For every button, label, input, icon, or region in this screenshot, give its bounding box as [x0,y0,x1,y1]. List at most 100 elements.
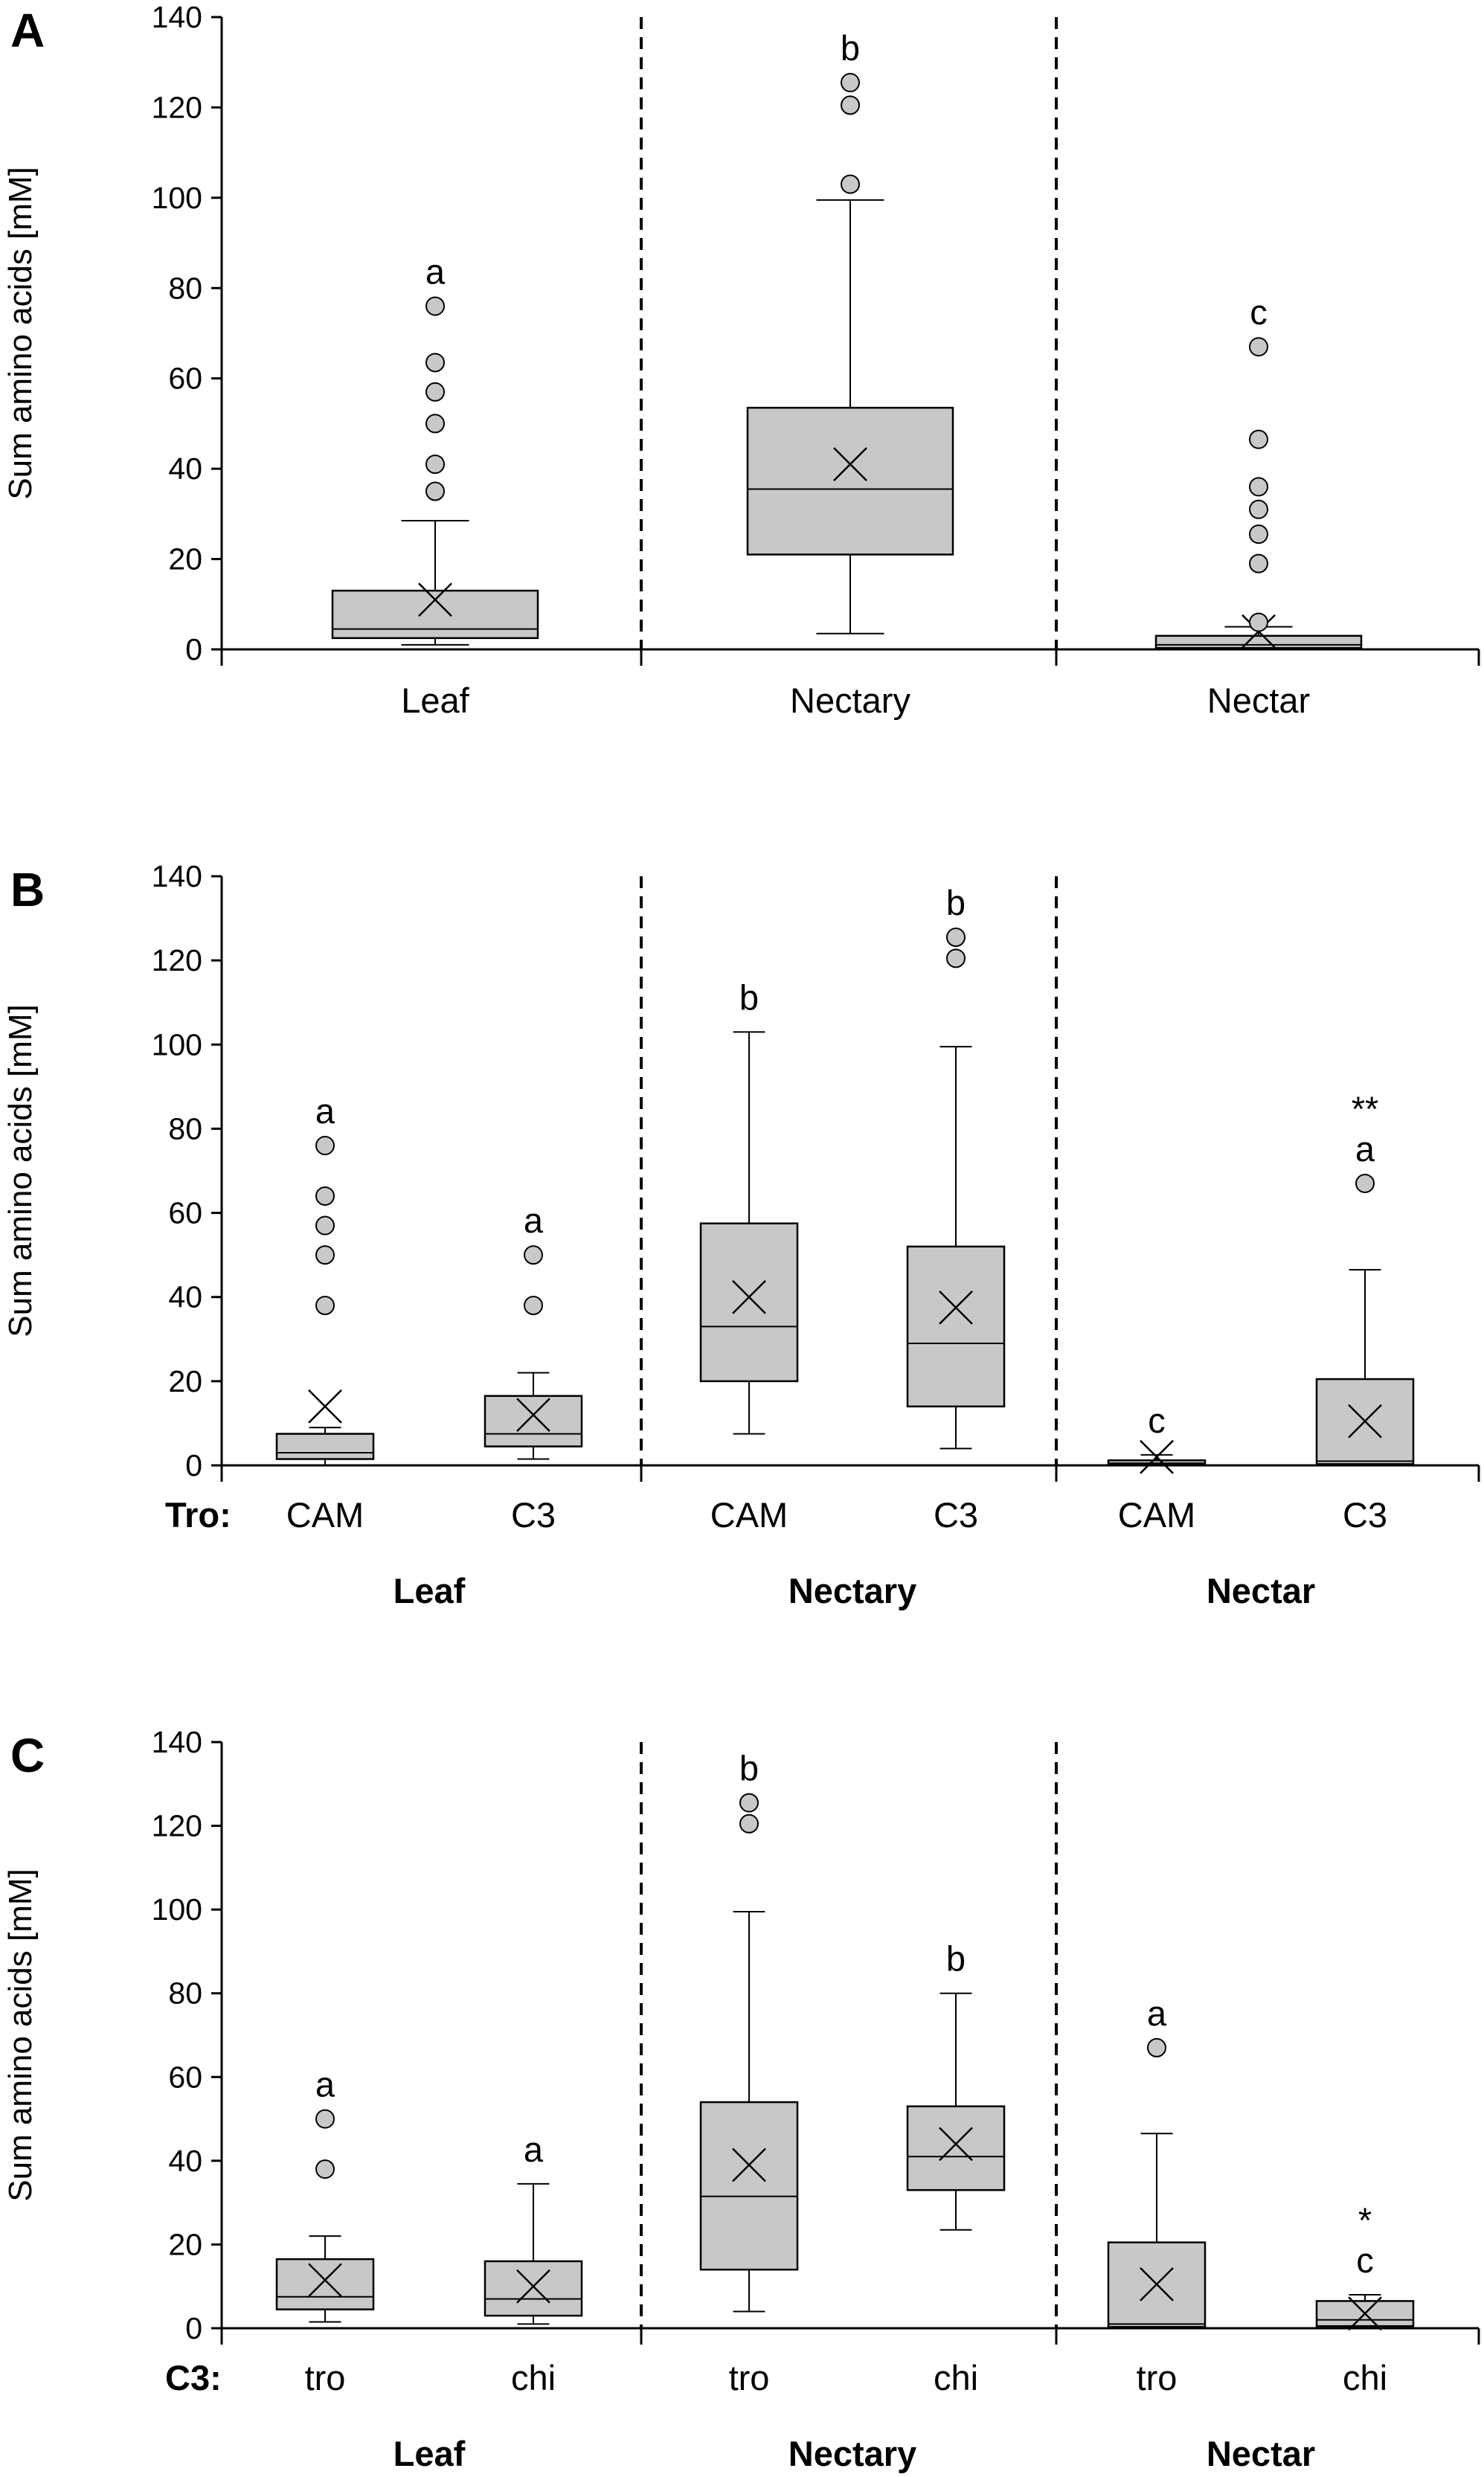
y-tick-label: 100 [152,1892,202,1927]
mean-marker [516,1398,550,1432]
y-tick-label: 80 [168,1111,202,1146]
outlier-point [315,2109,335,2129]
significance-label: * [1358,2200,1372,2240]
mean-marker [1140,1439,1174,1474]
category-label: chi [1343,2358,1387,2397]
category-label: C3 [1343,1495,1387,1535]
category-label: CAM [286,1495,364,1535]
outlier-point [946,928,966,948]
panel-label: A [10,4,45,57]
category-label: CAM [1118,1495,1195,1535]
significance-label: a [524,1201,544,1240]
box-3: c Nectar [1154,292,1363,720]
y-tick-label: 20 [168,1364,202,1398]
panel-a: A 0 20 40 60 80 100 120 140 Sum amino acids [mM] a… [2,0,1480,720]
significance-label: b [739,1749,759,1788]
mean-marker [1348,1404,1382,1439]
outlier-point [946,948,966,968]
y-tick-label: 140 [152,859,202,893]
category-label: tro [305,2358,346,2397]
outlier-point [1249,477,1268,497]
significance-label: a [1355,1129,1375,1169]
category-label: Nectar [1207,681,1310,720]
y-tick-label: 0 [185,632,202,666]
y-tick-label: 40 [168,452,202,486]
y-tick-label: 0 [185,2311,202,2345]
box-5: c CAM [1107,1401,1207,1535]
outlier-point [425,414,445,434]
significance-label: c [1148,1401,1166,1440]
outlier-point [1249,524,1268,544]
mean-marker [308,2263,342,2298]
y-tick-label: 140 [152,1725,202,1759]
category-label: tro [1137,2358,1178,2397]
outlier-point [841,95,860,115]
mean-marker [516,2269,550,2304]
panel-label: C [10,1729,45,1782]
mean-marker [939,2127,973,2162]
y-tick-label: 20 [168,542,202,576]
outlier-point [1249,337,1268,357]
y-axis-label: Sum amino acids [mM] [2,1869,39,2201]
group-label: Leaf [394,1571,466,1610]
significance-label: b [946,1939,966,1979]
mean-marker [418,582,452,617]
y-tick-label: 120 [152,1809,202,1843]
y-tick-label: 0 [185,1448,202,1482]
panel-b: B 0 20 40 60 80 100 120 140 Sum amino acids [mM] a… [2,859,1480,1610]
outlier-point [1147,2037,1166,2057]
significance-label: c [1356,2240,1374,2280]
iqr-box [906,1245,1006,1408]
y-tick-label: 60 [168,2060,202,2094]
box-4: b C3 [906,883,1006,1535]
category-label: tro [729,2358,770,2397]
group-label: Nectar [1207,1571,1315,1610]
significance-label: a [315,2065,335,2104]
significance-label: b [739,977,759,1017]
outlier-point [425,353,445,373]
outlier-point [1249,429,1268,449]
outlier-point [425,481,445,501]
mean-marker [732,2147,766,2182]
panel-c: C 0 20 40 60 80 100 120 140 Sum amino acids [mM] a… [2,1725,1480,2473]
y-tick-label: 40 [168,2144,202,2178]
outlier-point [425,382,445,402]
significance-label: a [315,1091,335,1131]
y-axis-label: Sum amino acids [mM] [2,167,39,499]
significance-label: a [1147,1994,1167,2033]
outlier-point [739,1793,759,1813]
mean-marker [308,1389,342,1424]
category-label: Leaf [401,681,469,720]
outlier-point [425,296,445,316]
box-1: a Leaf [331,252,539,720]
significance-label: b [841,28,860,68]
outlier-point [524,1296,543,1316]
category-prefix: Tro: [165,1495,231,1535]
box-3: b tro [699,1749,799,2397]
significance-label: c [1250,292,1268,332]
outlier-point [315,1136,335,1156]
box-2: a chi [484,2130,583,2397]
category-label: Nectary [790,681,910,720]
outlier-point [315,1186,335,1206]
y-axis-label: Sum amino acids [mM] [2,1004,39,1337]
outlier-point [315,1215,335,1236]
y-tick-label: 140 [152,0,202,34]
iqr-box [275,1433,375,1460]
iqr-box [1154,634,1363,649]
category-label: CAM [710,1495,788,1535]
category-label: C3 [934,1495,978,1535]
iqr-box [275,2258,375,2310]
group-label: Nectar [1207,2434,1315,2473]
group-label: Nectary [788,2434,916,2473]
iqr-box [699,2101,799,2271]
y-tick-label: 60 [168,362,202,396]
box-1: a CAM [275,1091,375,1535]
outlier-point [1355,1173,1375,1193]
outlier-point [841,174,860,194]
category-prefix: C3: [165,2358,222,2397]
box-4: b chi [906,1939,1006,2397]
outlier-point [425,454,445,475]
panel-label: B [10,863,45,916]
iqr-box [906,2105,1006,2191]
